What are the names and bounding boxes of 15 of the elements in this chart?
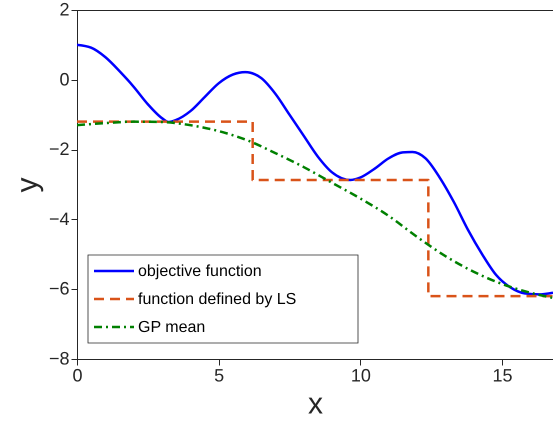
legend-label: objective function [138, 263, 262, 280]
y-tick-label: −4 [48, 208, 70, 229]
y-tick-label: 2 [59, 0, 70, 20]
x-tick-label: 10 [350, 366, 371, 386]
y-axis-title: y [10, 178, 44, 192]
legend-label: GP mean [138, 319, 206, 336]
y-tick-label: −8 [48, 348, 70, 368]
x-axis-title: x [308, 388, 323, 420]
legend-label: function defined by LS [138, 291, 296, 308]
y-tick-label: 0 [59, 69, 70, 90]
x-tick-label: 15 [492, 366, 513, 386]
x-tick-label: 5 [214, 366, 224, 386]
y-tick-label: −2 [48, 139, 70, 160]
x-tick-label: 0 [72, 366, 83, 386]
y-tick-label: −6 [48, 278, 70, 299]
